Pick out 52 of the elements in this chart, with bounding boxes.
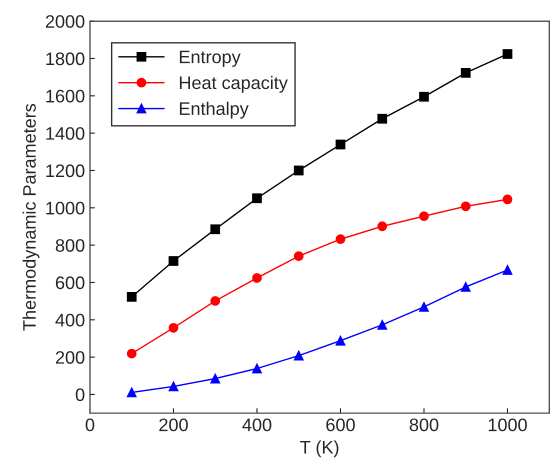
y-tick-label: 1400	[46, 127, 84, 140]
point	[502, 194, 512, 204]
x-tick-label: 0	[86, 418, 94, 432]
point	[168, 322, 178, 333]
point	[210, 374, 220, 384]
y-tick-label: 0	[76, 388, 84, 402]
point	[377, 221, 388, 232]
point	[502, 49, 512, 59]
x-axis-title: T (K)	[300, 440, 338, 458]
legend-label: Enthalpy	[180, 102, 249, 119]
point	[168, 256, 178, 266]
point	[336, 336, 346, 346]
y-tick-label: 200	[56, 351, 84, 364]
point	[460, 68, 471, 78]
point	[126, 388, 137, 398]
x-tick-label: 1000	[488, 418, 527, 432]
y-tick-label: 1800	[46, 52, 84, 66]
point	[252, 193, 262, 204]
point	[460, 201, 471, 212]
point	[294, 251, 304, 262]
y-axis-title: Thermodynamic Parameters	[22, 104, 40, 331]
y-tick-label: 2000	[46, 15, 84, 28]
point	[419, 92, 429, 102]
point	[252, 273, 262, 283]
point	[294, 166, 304, 176]
y-tick-label: 600	[56, 276, 84, 290]
point	[294, 350, 304, 360]
point	[210, 296, 220, 306]
point	[126, 292, 137, 302]
x-tick-label: 400	[242, 418, 272, 432]
point	[252, 364, 262, 374]
point	[377, 114, 388, 124]
y-tick-label: 400	[55, 314, 84, 327]
legend-label: Heat capacity	[180, 76, 288, 93]
point	[460, 282, 471, 292]
x-tick-label: 200	[159, 418, 188, 432]
point	[336, 140, 346, 150]
y-tick-label: 800	[56, 239, 84, 252]
point	[419, 211, 429, 222]
x-tick-label: 800	[410, 418, 438, 432]
y-tick-label: 1200	[46, 164, 84, 178]
point	[502, 265, 512, 275]
point	[377, 320, 388, 330]
x-tick-label: 600	[326, 418, 355, 432]
point	[126, 348, 137, 358]
y-tick-label: 1600	[46, 90, 84, 103]
y-tick-label: 1000	[46, 202, 84, 215]
point	[419, 302, 429, 312]
point	[336, 234, 346, 244]
point	[210, 224, 220, 234]
legend-label: Entropy	[180, 50, 241, 67]
point	[168, 382, 178, 392]
